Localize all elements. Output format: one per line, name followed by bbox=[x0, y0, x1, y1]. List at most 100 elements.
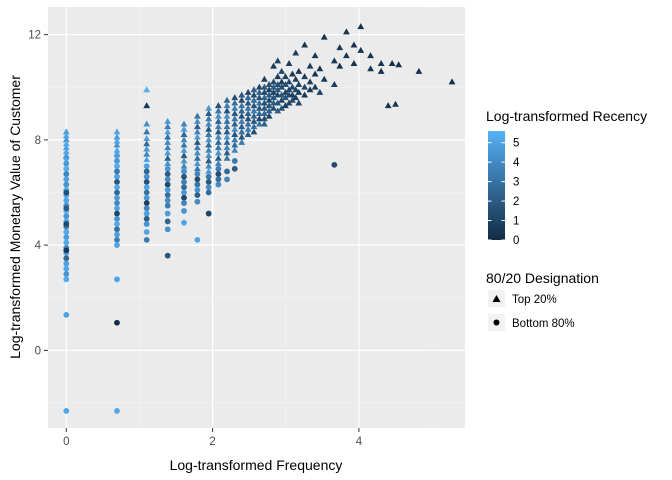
bottom80-point bbox=[181, 173, 187, 180]
top20-point bbox=[395, 61, 403, 68]
bottom80-point bbox=[164, 252, 171, 259]
y-tick-label: 12 bbox=[28, 30, 41, 42]
top20-point bbox=[238, 107, 246, 114]
x-axis: 0 2 4 bbox=[63, 428, 363, 448]
top20-point bbox=[180, 120, 188, 127]
bottom80-point bbox=[164, 192, 171, 199]
top20-point bbox=[265, 91, 273, 98]
shape-legend-title: 80/20 Designation bbox=[486, 270, 599, 286]
top20-point bbox=[255, 99, 263, 106]
data-points bbox=[62, 23, 456, 414]
top20-point bbox=[231, 94, 239, 101]
top20-point bbox=[320, 33, 328, 40]
top20-point bbox=[164, 133, 172, 140]
top20-point bbox=[193, 138, 201, 145]
top20-point bbox=[301, 41, 309, 48]
bottom80-point bbox=[63, 176, 70, 183]
top20-point bbox=[62, 152, 70, 159]
circle-icon bbox=[493, 319, 500, 326]
top20-point bbox=[238, 128, 246, 135]
top20-point bbox=[292, 75, 300, 82]
bottom80-point bbox=[114, 242, 120, 249]
top20-point bbox=[244, 131, 252, 138]
top20-point bbox=[180, 152, 188, 159]
top20-point bbox=[113, 133, 121, 140]
bottom80-point bbox=[114, 231, 120, 238]
top20-point bbox=[289, 91, 296, 98]
top20-point bbox=[214, 133, 222, 140]
top20-point bbox=[214, 117, 222, 124]
top20-point bbox=[223, 128, 231, 135]
top20-point bbox=[250, 117, 258, 124]
colorbar-tick-label: 2 bbox=[513, 196, 519, 208]
bottom80-point bbox=[114, 163, 120, 170]
bottom80-point bbox=[181, 168, 187, 175]
top20-point bbox=[255, 120, 263, 127]
top20-point bbox=[62, 140, 70, 147]
top20-point bbox=[250, 107, 258, 114]
top20-point bbox=[244, 104, 252, 111]
top20-point bbox=[367, 52, 374, 59]
bottom80-point bbox=[114, 236, 120, 243]
top20-point bbox=[205, 131, 213, 138]
top20-point bbox=[223, 117, 231, 124]
top20-point bbox=[193, 165, 201, 172]
top20-point bbox=[350, 59, 358, 66]
top20-point bbox=[223, 107, 231, 114]
color-legend-title: Log-transformed Recency bbox=[486, 108, 647, 124]
top20-point bbox=[214, 144, 222, 151]
top20-point bbox=[261, 120, 268, 127]
bottom80-point bbox=[143, 221, 150, 227]
top20-point bbox=[238, 138, 246, 145]
top20-point bbox=[301, 73, 309, 80]
top20-point bbox=[392, 100, 399, 107]
top20-point bbox=[214, 159, 222, 166]
top20-point bbox=[255, 83, 263, 90]
top20-point bbox=[278, 91, 286, 98]
top20-point bbox=[316, 88, 324, 95]
bottom80-point bbox=[114, 221, 120, 227]
top20-point bbox=[164, 123, 172, 130]
top20-point bbox=[143, 150, 151, 157]
top20-point bbox=[143, 134, 151, 141]
top20-point bbox=[270, 78, 277, 85]
bottom80-point bbox=[224, 168, 230, 175]
top20-point bbox=[143, 128, 151, 135]
bottom80-point bbox=[63, 234, 70, 241]
top20-point bbox=[295, 99, 303, 106]
top20-point bbox=[62, 136, 70, 143]
top20-point bbox=[306, 86, 314, 93]
top20-point bbox=[180, 157, 188, 164]
top20-point bbox=[282, 73, 289, 80]
top20-point bbox=[301, 91, 309, 98]
top20-point bbox=[231, 115, 239, 122]
top20-point bbox=[270, 104, 277, 111]
top20-point bbox=[205, 152, 213, 159]
top20-point bbox=[205, 141, 213, 148]
top20-point bbox=[238, 112, 246, 119]
top20-point bbox=[282, 88, 289, 95]
top20-point bbox=[214, 154, 222, 161]
top20-point bbox=[231, 120, 239, 127]
top20-point bbox=[255, 94, 263, 101]
top20-point bbox=[261, 94, 268, 101]
top20-point bbox=[367, 65, 374, 72]
top20-point bbox=[193, 112, 201, 119]
bottom80-point bbox=[63, 197, 70, 204]
top20-point bbox=[250, 102, 258, 109]
top20-point bbox=[261, 109, 268, 116]
bottom80-point bbox=[63, 255, 70, 262]
top20-point bbox=[205, 162, 213, 169]
top20-point bbox=[231, 125, 239, 132]
top20-point bbox=[62, 148, 70, 155]
top20-point bbox=[205, 146, 213, 153]
top20-point bbox=[274, 86, 282, 93]
bottom80-point bbox=[114, 407, 120, 414]
bottom80-point bbox=[63, 239, 70, 246]
top20-point bbox=[278, 67, 286, 74]
top20-point bbox=[223, 102, 231, 109]
top20-point bbox=[193, 128, 201, 135]
top20-point bbox=[238, 91, 246, 98]
top20-point bbox=[62, 132, 70, 139]
bottom80-point bbox=[63, 271, 70, 277]
